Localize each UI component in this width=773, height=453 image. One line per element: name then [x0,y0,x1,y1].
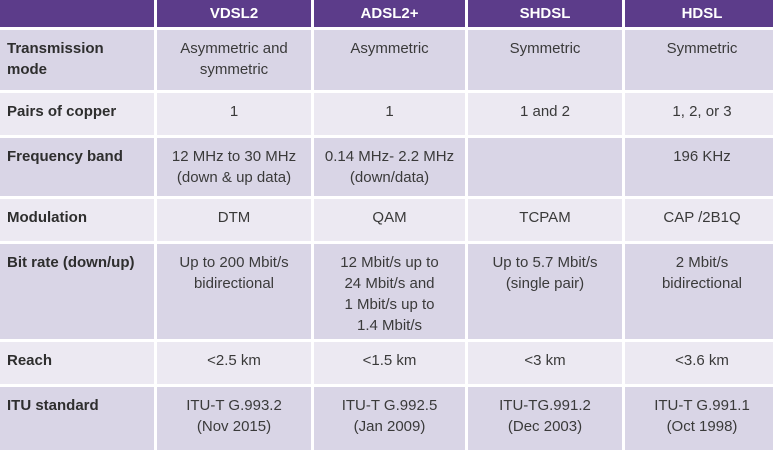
row-label-transmission-mode: Transmission mode [0,30,154,90]
row-label-bit-rate: Bit rate (down/up) [0,244,154,339]
table-cell: 1 [314,93,465,135]
header-row: VDSL2 ADSL2+ SHDSL HDSL [0,0,773,27]
table-cell: 196 KHz [625,138,773,196]
table-cell: Up to 5.7 Mbit/s (single pair) [468,244,622,339]
table-cell: 1 and 2 [468,93,622,135]
table-row: Modulation DTM QAM TCPAM CAP /2B1Q [0,199,773,241]
header-adsl2plus: ADSL2+ [314,0,465,27]
table-row: Bit rate (down/up) Up to 200 Mbit/s bidi… [0,244,773,339]
table-row: Transmission mode Asymmetric and symmetr… [0,30,773,90]
header-corner-cell [0,0,154,27]
table-cell: 12 Mbit/s up to 24 Mbit/s and 1 Mbit/s u… [314,244,465,339]
table-cell: <3.6 km [625,342,773,384]
table-cell: Asymmetric [314,30,465,90]
table-cell [468,138,622,196]
table-cell: Asymmetric and symmetric [157,30,311,90]
table-cell: QAM [314,199,465,241]
table-cell: 1, 2, or 3 [625,93,773,135]
table-row: Frequency band 12 MHz to 30 MHz (down & … [0,138,773,196]
table-cell: <2.5 km [157,342,311,384]
table-cell: Up to 200 Mbit/s bidirectional [157,244,311,339]
row-label-itu-standard: ITU standard [0,387,154,450]
header-vdsl2: VDSL2 [157,0,311,27]
row-label-reach: Reach [0,342,154,384]
table-cell: ITU-T G.992.5 (Jan 2009) [314,387,465,450]
table-cell: <3 km [468,342,622,384]
table-cell: ITU-T G.991.1 (Oct 1998) [625,387,773,450]
row-label-frequency-band: Frequency band [0,138,154,196]
table-row: ITU standard ITU-T G.993.2 (Nov 2015) IT… [0,387,773,450]
header-hdsl: HDSL [625,0,773,27]
table-row: Pairs of copper 1 1 1 and 2 1, 2, or 3 [0,93,773,135]
table-cell: 12 MHz to 30 MHz (down & up data) [157,138,311,196]
header-shdsl: SHDSL [468,0,622,27]
row-label-modulation: Modulation [0,199,154,241]
table-cell: CAP /2B1Q [625,199,773,241]
table-cell: ITU-TG.991.2 (Dec 2003) [468,387,622,450]
table-cell: <1.5 km [314,342,465,384]
table-cell: TCPAM [468,199,622,241]
table-cell: 2 Mbit/s bidirectional [625,244,773,339]
table-cell: Symmetric [468,30,622,90]
row-label-pairs-of-copper: Pairs of copper [0,93,154,135]
table-cell: Symmetric [625,30,773,90]
table-cell: DTM [157,199,311,241]
table-cell: 0.14 MHz- 2.2 MHz (down/data) [314,138,465,196]
table-cell: ITU-T G.993.2 (Nov 2015) [157,387,311,450]
table-cell: 1 [157,93,311,135]
table-row: Reach <2.5 km <1.5 km <3 km <3.6 km [0,342,773,384]
